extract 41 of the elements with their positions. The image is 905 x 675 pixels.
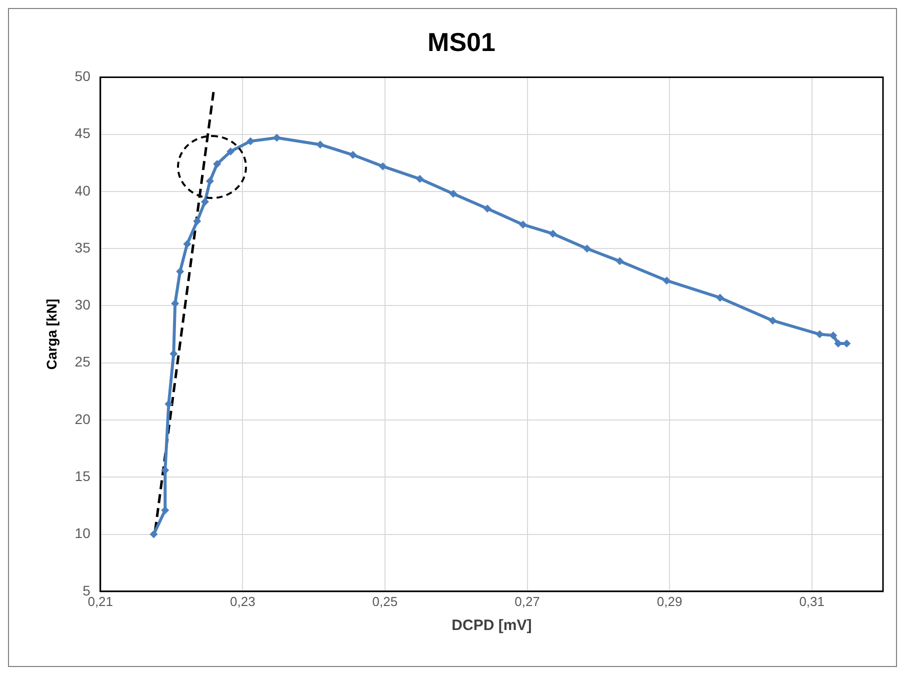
y-tick-label: 10 [74, 525, 91, 542]
point [226, 147, 235, 156]
y-tick-label: 30 [74, 296, 91, 313]
point [548, 230, 557, 238]
y-axis-title: Carga [kN] [43, 298, 60, 370]
point [150, 530, 158, 538]
point [583, 244, 592, 253]
point [518, 220, 527, 229]
point [483, 204, 492, 213]
y-tick-label: 50 [74, 68, 91, 84]
chart-title: MS01 [428, 26, 496, 57]
y-tick-label: 35 [74, 239, 91, 256]
point [662, 276, 671, 285]
x-tick-label: 0,25 [372, 594, 398, 609]
x-tick-label: 0,27 [514, 594, 540, 609]
y-tick-label: 40 [74, 182, 91, 198]
point [200, 198, 209, 206]
x-tick-label: 0,31 [799, 594, 825, 609]
point [316, 140, 324, 149]
x-axis-title: DCPD [mV] [452, 617, 532, 634]
point [378, 162, 387, 170]
point [768, 316, 777, 325]
y-tick-label: 20 [74, 410, 91, 427]
point [416, 174, 424, 183]
point [183, 240, 192, 248]
y-tick-label: 15 [74, 468, 91, 484]
y-tick-label: 45 [74, 125, 91, 142]
x-tick-label: 0,23 [230, 594, 256, 609]
point [193, 217, 202, 226]
point [616, 257, 624, 266]
point [716, 294, 724, 302]
point [206, 177, 214, 186]
y-tick-label: 25 [74, 354, 91, 370]
point [272, 134, 281, 142]
point [213, 160, 222, 168]
point [176, 267, 184, 276]
point [829, 331, 838, 340]
point [348, 150, 357, 159]
x-tick-label: 0,29 [656, 594, 682, 609]
point [449, 190, 458, 198]
point [246, 137, 254, 146]
